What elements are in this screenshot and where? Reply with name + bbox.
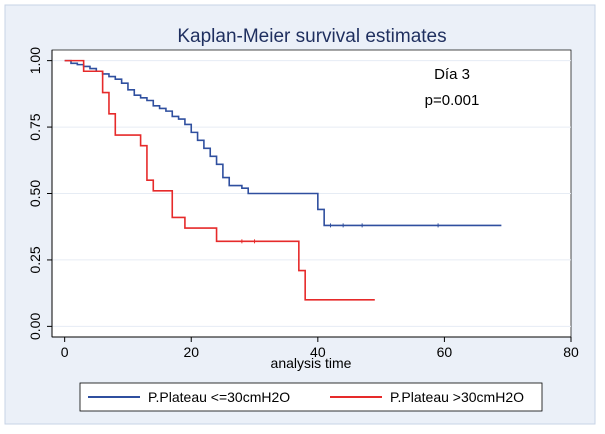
y-axis: 0.00 0.25 0.50 0.75 1.00: [27, 47, 52, 340]
x-tick-label: 40: [310, 344, 326, 360]
x-tick-label: 0: [61, 344, 69, 360]
legend: P.Plateau <=30cmH2O P.Plateau >30cmH2O: [79, 382, 543, 412]
y-tick-label: 0.50: [27, 180, 43, 207]
x-axis-label: analysis time: [271, 355, 352, 371]
chart-title: Kaplan-Meier survival estimates: [177, 26, 446, 47]
x-tick-label: 20: [183, 344, 199, 360]
x-tick-label: 80: [563, 344, 579, 360]
legend-label-series-2: P.Plateau >30cmH2O: [390, 389, 524, 405]
annotation-day: Día 3: [434, 66, 470, 83]
legend-box: [79, 382, 543, 412]
legend-label-series-1: P.Plateau <=30cmH2O: [148, 389, 290, 405]
series-line-2: [64, 59, 375, 301]
x-tick-label: 60: [437, 344, 453, 360]
series-layer: [64, 59, 502, 301]
y-tick-label: 0.25: [27, 246, 43, 273]
x-axis: 0 20 40 60 80: [61, 337, 579, 360]
y-tick-label: 0.75: [27, 113, 43, 140]
y-tick-label: 0.00: [27, 313, 43, 340]
y-tick-label: 1.00: [27, 47, 43, 74]
annotation-pvalue: p=0.001: [425, 92, 480, 109]
